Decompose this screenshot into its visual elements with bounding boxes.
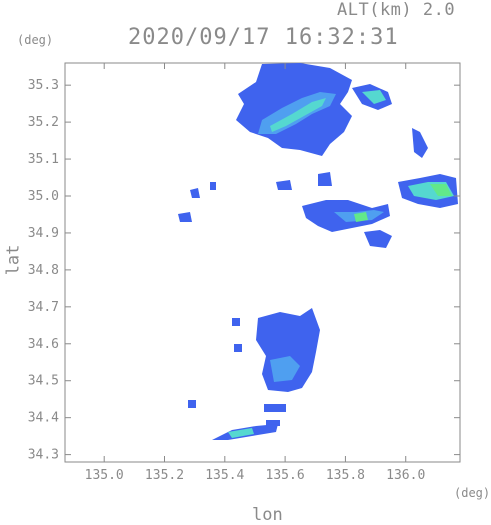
lat-tick-label: 34.6 — [28, 337, 59, 352]
echo-south-dot-2 — [234, 344, 242, 352]
lon-tick-label: 135.0 — [85, 468, 124, 483]
echo-west-3 — [210, 182, 216, 190]
echo-band-south — [364, 230, 392, 248]
lat-tick-label: 34.5 — [28, 374, 59, 389]
lat-tick-label: 34.3 — [28, 448, 59, 463]
echo-south-streak-core — [228, 428, 254, 438]
lat-tick-label: 34.7 — [28, 300, 59, 315]
echo-west-5 — [318, 172, 332, 186]
echo-west-1 — [178, 212, 192, 222]
lat-tick-label: 35.0 — [28, 189, 59, 204]
lon-tick-label: 136.0 — [386, 468, 425, 483]
lat-tick-group: 34.3 34.4 34.5 34.6 34.7 34.8 34.9 35.0 35.1 35.2… — [28, 78, 460, 463]
lat-tick-label: 34.4 — [28, 411, 59, 426]
lat-tick-label: 35.1 — [28, 152, 59, 167]
echo-south-dot-4 — [264, 404, 286, 412]
lon-tick-label: 135.6 — [266, 468, 305, 483]
echo-south-column-core — [270, 356, 300, 382]
echo-cluster-ne-core — [362, 90, 386, 104]
echo-east-small — [412, 128, 428, 158]
lat-unit-label: (deg) — [17, 33, 54, 47]
altitude-label: ALT(km) 2.0 — [337, 0, 456, 20]
echo-band-center-peak — [354, 212, 368, 222]
lat-tick-label: 35.2 — [28, 115, 59, 130]
plot-frame — [64, 62, 461, 463]
echo-east-large-peak — [430, 184, 452, 196]
echo-south-dot-3 — [188, 400, 196, 408]
lon-tick-label: 135.4 — [205, 468, 244, 483]
lon-unit-label: (deg) — [454, 486, 491, 500]
echo-west-2 — [190, 188, 200, 198]
lon-axis-label: lon — [252, 505, 283, 525]
lon-tick-label: 135.8 — [326, 468, 365, 483]
lon-tick-group: 135.0 135.2 135.4 135.6 135.8 136.0 — [85, 63, 425, 483]
timestamp-title: 2020/09/17 16:32:31 — [128, 25, 399, 50]
lat-tick-label: 35.3 — [28, 78, 59, 93]
lat-tick-label: 34.9 — [28, 226, 59, 241]
echo-west-4 — [276, 180, 292, 190]
lon-tick-label: 135.2 — [145, 468, 184, 483]
lat-tick-label: 34.8 — [28, 263, 59, 278]
radar-echo-layer — [178, 63, 458, 440]
echo-south-dot-1 — [232, 318, 240, 326]
echo-cluster-north-peak — [270, 98, 326, 132]
